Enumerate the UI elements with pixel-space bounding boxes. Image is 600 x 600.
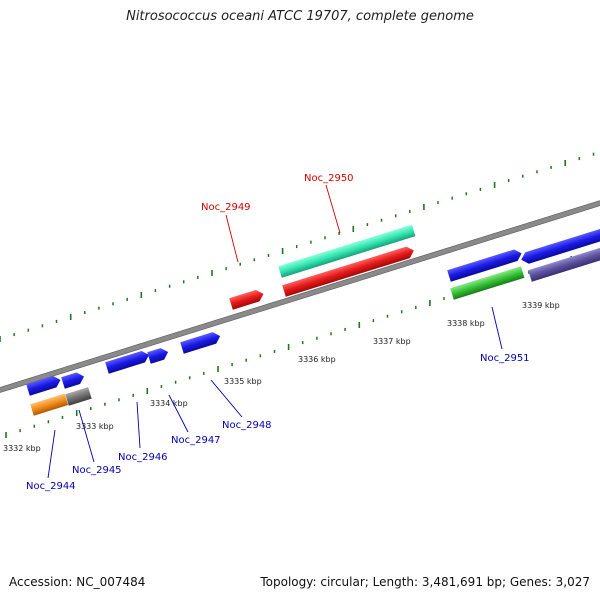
- gene-block-orange[interactable]: [30, 393, 69, 416]
- gene-arrow-red-large[interactable]: [282, 245, 415, 297]
- gene-arrow-blue-g[interactable]: [519, 225, 600, 266]
- upper-tick-track: [0, 152, 595, 342]
- scale-label-3338: 3338 kbp: [447, 319, 485, 328]
- scale-label-3337: 3337 kbp: [373, 337, 411, 346]
- gene-label-noc-2947[interactable]: Noc_2947: [171, 435, 221, 446]
- leader-line-noc-2948: [210, 379, 243, 418]
- leader-line-noc-2944: [47, 429, 56, 479]
- gene-arrow-blue-e[interactable]: [180, 330, 222, 354]
- genome-backbone: [0, 190, 600, 399]
- gene-label-noc-2945[interactable]: Noc_2945: [72, 465, 122, 476]
- leader-line-noc-2945: [78, 409, 95, 463]
- leader-line-noc-2951: [491, 306, 503, 350]
- leader-line-noc-2947: [168, 394, 189, 433]
- scale-label-3332: 3332 kbp: [3, 444, 41, 453]
- gene-block-teal[interactable]: [278, 224, 416, 278]
- scale-label-3339: 3339 kbp: [522, 301, 560, 310]
- scale-label-3334: 3334 kbp: [150, 399, 188, 408]
- scale-label-3333: 3333 kbp: [76, 422, 114, 431]
- gene-arrow-red-small[interactable]: [229, 288, 265, 310]
- scale-label-3336: 3336 kbp: [298, 355, 336, 364]
- leader-line-noc-2949: [225, 214, 239, 263]
- gene-label-noc-2951[interactable]: Noc_2951: [480, 353, 530, 364]
- gene-label-noc-2949[interactable]: Noc_2949: [201, 202, 251, 213]
- gene-arrow-blue-c[interactable]: [105, 349, 151, 374]
- gene-arrow-blue-b[interactable]: [61, 371, 86, 389]
- leader-line-noc-2946: [136, 401, 141, 449]
- gene-arrow-blue-d[interactable]: [147, 346, 170, 364]
- gene-label-noc-2946[interactable]: Noc_2946: [118, 452, 168, 463]
- gene-block-gray[interactable]: [65, 387, 92, 406]
- leader-line-noc-2950: [325, 184, 341, 234]
- gene-arrow-blue-f[interactable]: [447, 248, 523, 282]
- accession-text: Accession: NC_007484: [9, 575, 146, 589]
- gene-label-noc-2944[interactable]: Noc_2944: [26, 481, 76, 492]
- gene-label-noc-2948[interactable]: Noc_2948: [222, 420, 272, 431]
- page-title: Nitrosococcus oceani ATCC 19707, complet…: [126, 9, 474, 24]
- genome-summary-text: Topology: circular; Length: 3,481,691 bp…: [260, 575, 590, 589]
- gene-block-green[interactable]: [450, 266, 525, 300]
- scale-label-3335: 3335 kbp: [224, 377, 262, 386]
- gene-arrow-blue-a[interactable]: [26, 374, 62, 396]
- gene-label-noc-2950[interactable]: Noc_2950: [304, 173, 354, 184]
- gene-block-slate[interactable]: [528, 243, 600, 282]
